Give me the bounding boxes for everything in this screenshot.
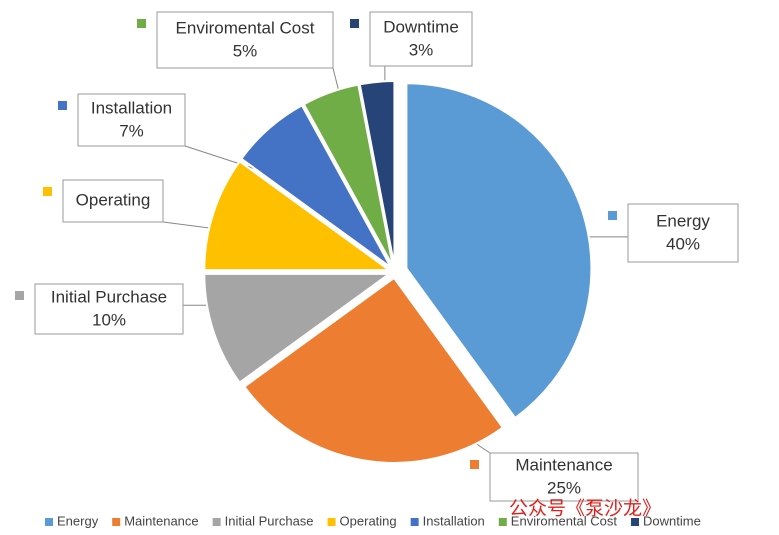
pie-slice — [358, 80, 396, 267]
legend-swatch — [327, 518, 336, 526]
pie-slice — [203, 272, 393, 384]
legend-swatch — [410, 518, 419, 526]
pie-slice — [242, 276, 505, 464]
callout-label: Downtime — [383, 17, 459, 36]
callout-box — [627, 203, 739, 263]
legend-swatch — [498, 518, 507, 526]
watermark: 公众号《泵沙龙》 — [509, 498, 661, 520]
callout-box — [369, 11, 473, 67]
legend-swatch — [112, 518, 121, 526]
callout-marker — [137, 19, 146, 28]
legend-label: Installation — [423, 513, 485, 528]
callout-box — [489, 452, 639, 502]
callout-box — [34, 283, 184, 335]
callout-label: Operating — [76, 190, 151, 209]
callout-marker — [350, 19, 359, 28]
pie-slice — [405, 82, 593, 420]
callout-marker — [470, 460, 479, 469]
legend-label: Operating — [340, 513, 397, 528]
callout-value: 5% — [233, 41, 258, 60]
callout-value: 3% — [409, 40, 434, 59]
legend-label: Downtime — [643, 513, 701, 528]
legend-label: Energy — [57, 513, 99, 528]
legend-swatch — [631, 518, 640, 526]
pie-slice — [239, 104, 392, 269]
callout-marker — [43, 187, 52, 196]
pie-slice — [302, 83, 394, 267]
callout-box — [62, 179, 164, 223]
legend-label: Enviromental Cost — [511, 513, 618, 528]
pie-slice — [203, 160, 393, 272]
callout-value: 25% — [547, 478, 581, 497]
callout-value: 10% — [92, 310, 126, 329]
callout-marker — [608, 211, 617, 220]
callout-label: Enviromental Cost — [176, 18, 315, 37]
callout-value: 7% — [119, 121, 144, 140]
callout-value: 40% — [666, 234, 700, 253]
legend-swatch — [212, 518, 221, 526]
callout-label: Energy — [656, 211, 710, 230]
callout-marker — [15, 291, 24, 300]
callout-label: Maintenance — [515, 455, 612, 474]
callout-box — [77, 93, 186, 147]
callout-box — [156, 11, 334, 69]
legend-swatch — [45, 518, 53, 526]
callout-marker — [58, 101, 67, 110]
callout-label: Initial Purchase — [51, 287, 167, 306]
legend: Energy Maintenance Initial Purchase Operati… — [45, 513, 701, 528]
legend-label: Maintenance — [124, 513, 198, 528]
legend-label: Initial Purchase — [225, 513, 314, 528]
callout-label: Installation — [91, 98, 172, 117]
